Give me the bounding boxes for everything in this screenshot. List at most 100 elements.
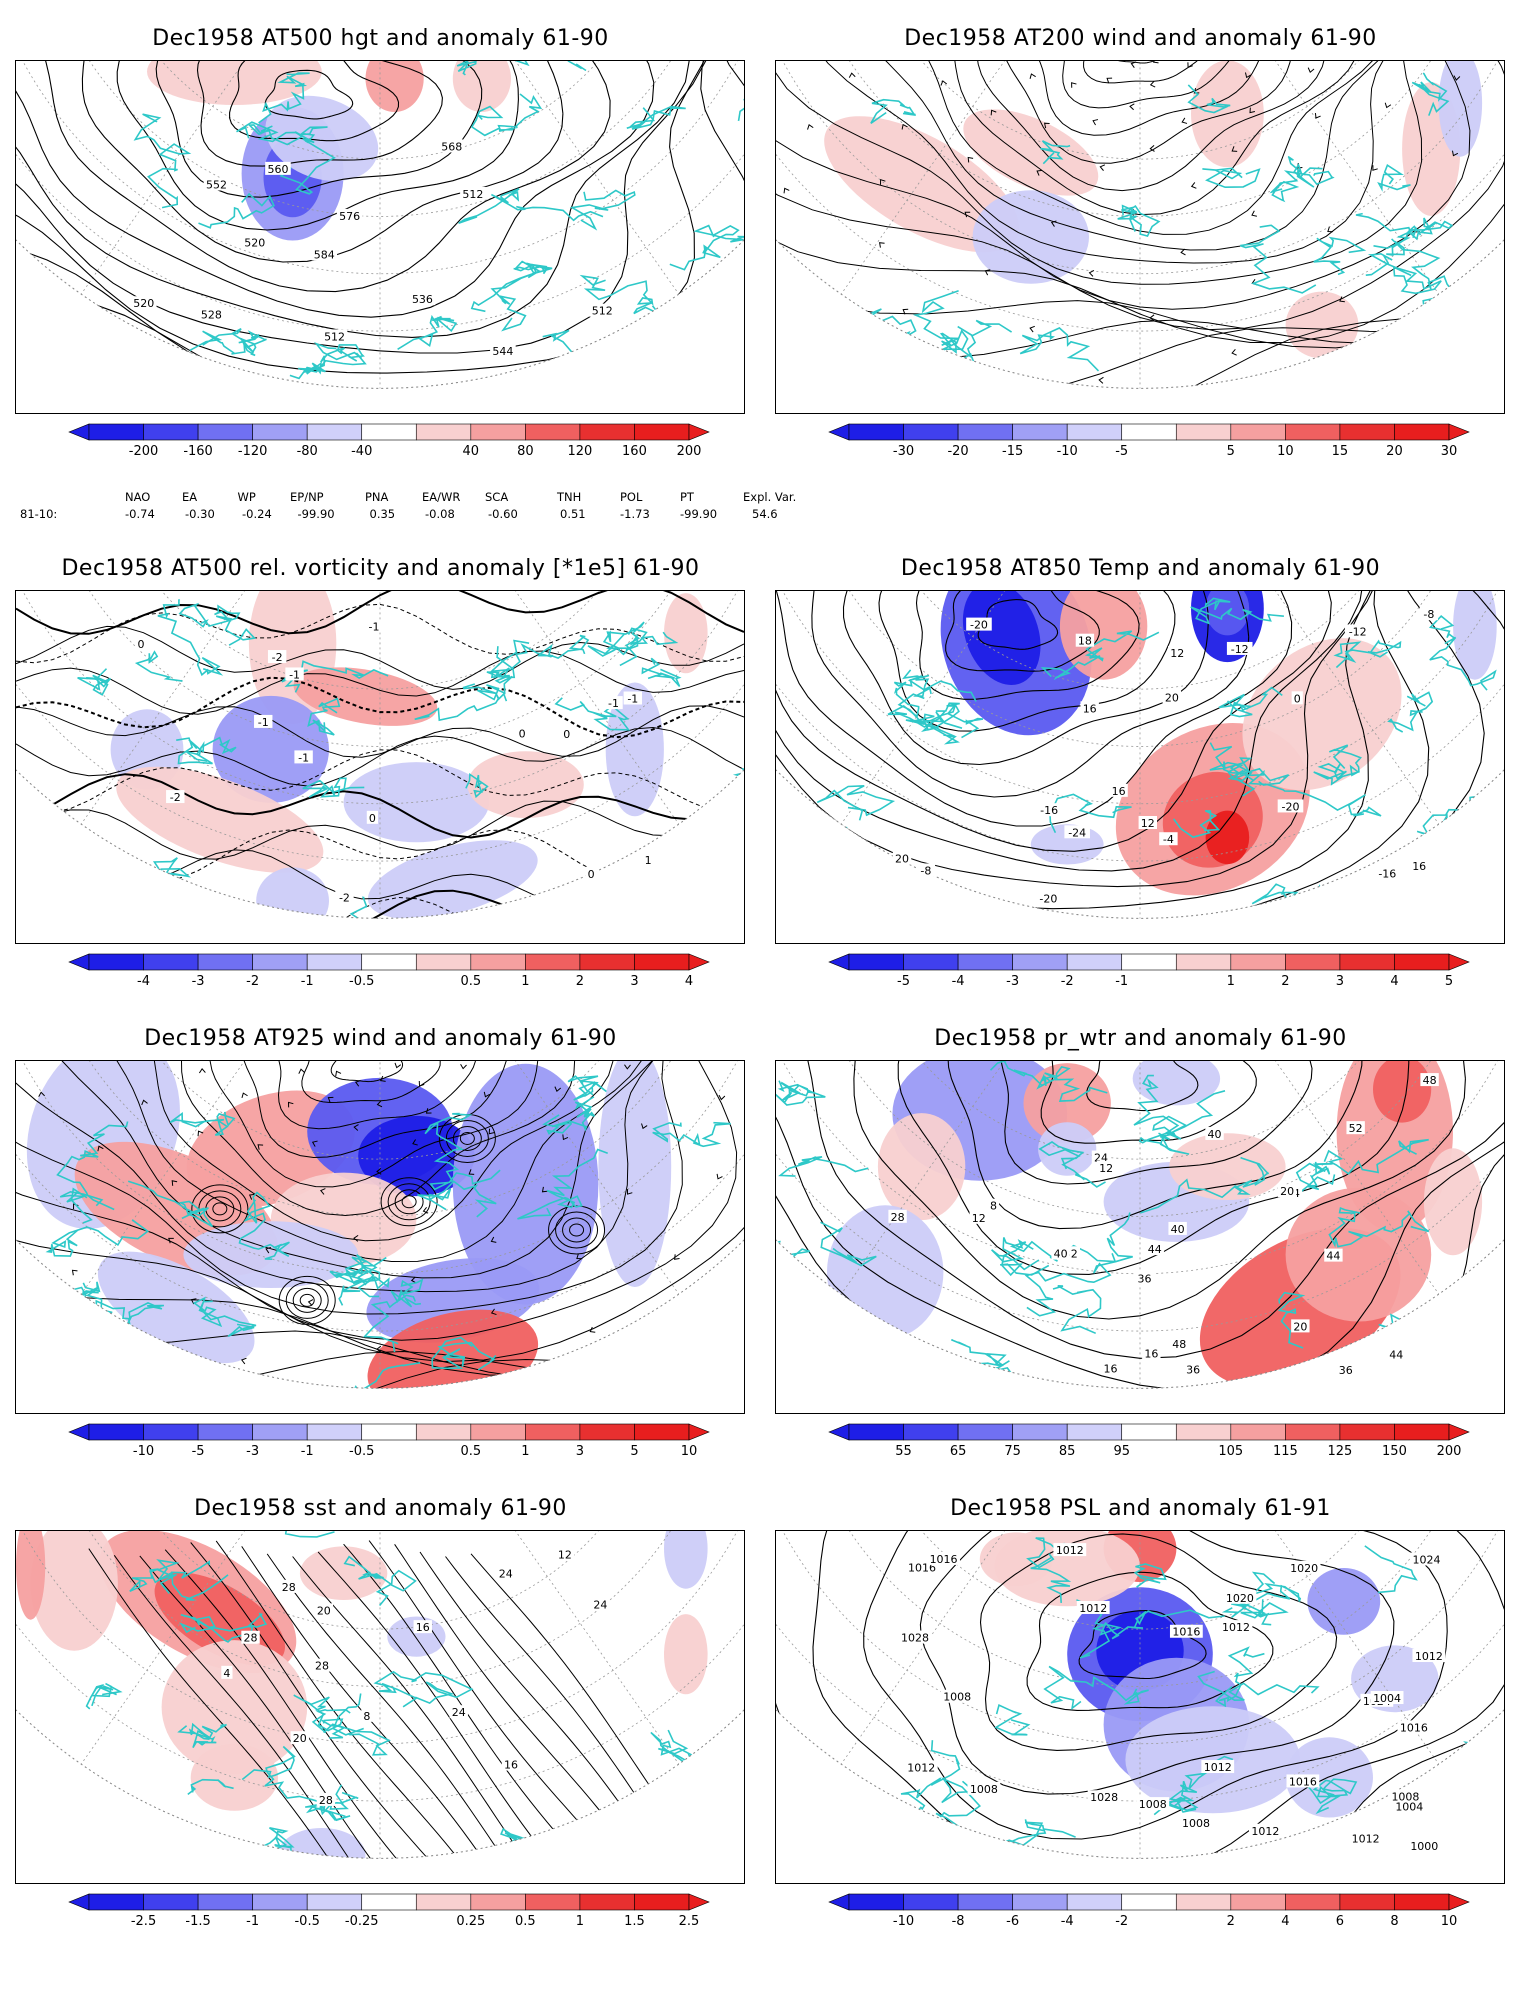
colorbar-tick-label: 0.5 bbox=[460, 974, 481, 989]
contour-line bbox=[999, 1061, 1313, 1185]
colorbar-max-arrow bbox=[688, 953, 710, 971]
anomaly-shade bbox=[16, 1531, 46, 1620]
colorbar-swatch bbox=[197, 953, 253, 971]
colorbar-tick-label: 2 bbox=[1227, 1914, 1235, 1929]
index-header: EA/WR bbox=[422, 490, 461, 504]
wind-arrow bbox=[624, 1064, 631, 1070]
wind-arrow bbox=[376, 1167, 382, 1175]
contour-line bbox=[31, 61, 611, 293]
contour-line bbox=[776, 591, 1293, 827]
index-value: -99.90 bbox=[297, 507, 335, 521]
colorbar-swatch bbox=[361, 1893, 417, 1911]
colorbar: 55 65 75 85 95 105 115 125 150 200 bbox=[828, 1423, 1470, 1464]
contour-line bbox=[939, 61, 1361, 216]
contour-label: 1000 bbox=[1410, 1840, 1438, 1853]
wind-arrow bbox=[626, 1189, 633, 1195]
colorbar-swatch bbox=[634, 953, 690, 971]
anomaly-shade bbox=[1205, 810, 1250, 865]
contour-line bbox=[16, 800, 744, 860]
contour-line bbox=[776, 591, 1395, 910]
contour-line bbox=[1001, 61, 1295, 164]
colorbar-max-arrow bbox=[688, 1423, 710, 1441]
index-header: SCA bbox=[485, 490, 509, 504]
contour-label: -2 bbox=[272, 651, 283, 664]
contour-label: 0 bbox=[369, 812, 376, 825]
colorbar-swatch bbox=[306, 953, 363, 971]
map-panel-wind200: Dec1958 AT200 wind and anomaly 61-90 -30-… bbox=[775, 26, 1506, 496]
polar-map: 1012102410121016102010081004102810001028… bbox=[776, 1531, 1504, 1859]
colorbar-swatch bbox=[1394, 953, 1450, 971]
colorbar-swatch bbox=[252, 953, 308, 971]
colorbar-tick-label: -5 bbox=[897, 974, 910, 989]
contour-label: 1012 bbox=[1352, 1833, 1380, 1846]
colorbar-swatch bbox=[1285, 953, 1341, 971]
anomaly-shade bbox=[147, 61, 322, 106]
colorbar-swatch bbox=[525, 1893, 581, 1911]
anomaly-shade bbox=[1242, 638, 1402, 791]
map-frame: 1012102410121016102010081004102810001028… bbox=[775, 1530, 1505, 1884]
wind-arrow bbox=[1149, 145, 1155, 152]
colorbar-swatch bbox=[470, 1893, 526, 1911]
contour-label: 16 bbox=[504, 1759, 518, 1772]
colorbar-swatch bbox=[415, 423, 472, 441]
colorbar-tick-label: 0.5 bbox=[515, 1914, 536, 1929]
colorbar-tick-label: -0.5 bbox=[349, 974, 374, 989]
contour-label: 52 bbox=[1349, 1122, 1363, 1135]
contour-line bbox=[113, 1555, 370, 1859]
contour-label: -1 bbox=[258, 716, 269, 729]
wind-arrow bbox=[468, 1382, 474, 1389]
wind-arrow bbox=[287, 1101, 294, 1108]
wind-arrow bbox=[410, 1276, 417, 1284]
wind-arrow bbox=[1244, 72, 1252, 79]
index-value: -1.73 bbox=[620, 507, 650, 521]
contour-label: -8 bbox=[920, 864, 931, 877]
wind-arrow bbox=[1453, 75, 1461, 81]
contour-label: 44 bbox=[1326, 1250, 1340, 1263]
colorbar-tick-label: -4 bbox=[137, 974, 150, 989]
contour-line bbox=[16, 726, 744, 787]
colorbar-tick-label: -40 bbox=[351, 444, 372, 459]
contour-label: 36 bbox=[1339, 1364, 1353, 1377]
map-frame bbox=[15, 1060, 745, 1414]
wind-arrow bbox=[783, 187, 790, 194]
colorbar-tick-label: 200 bbox=[677, 444, 702, 459]
wind-arrow bbox=[1152, 61, 1159, 64]
contour-line bbox=[801, 61, 1436, 264]
colorbar-min-arrow bbox=[828, 1423, 850, 1441]
colorbar-swatch bbox=[252, 1423, 308, 1441]
wind-arrow bbox=[241, 1092, 248, 1099]
colorbar-swatch bbox=[143, 423, 199, 441]
wind-arrow bbox=[1036, 169, 1043, 176]
colorbar-tick-label: -80 bbox=[297, 444, 318, 459]
contour-label: 512 bbox=[324, 330, 345, 343]
wind-arrow bbox=[412, 1139, 418, 1146]
contour-line bbox=[975, 61, 1327, 192]
contour-line bbox=[16, 61, 690, 338]
colorbar-tick-label: -3 bbox=[192, 974, 205, 989]
wind-arrow bbox=[488, 1128, 495, 1135]
wind-arrow bbox=[990, 109, 997, 116]
contour-line bbox=[776, 61, 1504, 344]
wind-arrow bbox=[1181, 117, 1188, 124]
wind-arrow bbox=[901, 123, 908, 130]
colorbar-swatch bbox=[1175, 423, 1232, 441]
colorbar-tick-label: -200 bbox=[129, 444, 159, 459]
panel-title: Dec1958 AT850 Temp and anomaly 61-90 bbox=[900, 556, 1381, 581]
contour-line bbox=[811, 591, 1250, 798]
contour-line bbox=[16, 61, 655, 318]
wind-arrow bbox=[257, 1144, 264, 1150]
colorbar: -10 -8 -6 -4 -2 2 4 6 8 10 bbox=[828, 1893, 1470, 1934]
contour-line bbox=[16, 1061, 744, 1363]
colorbar-swatch bbox=[848, 1423, 904, 1441]
wind-arrow bbox=[674, 1254, 680, 1260]
anomaly-shade bbox=[1453, 591, 1497, 680]
contour-label: 20 bbox=[895, 853, 909, 866]
colorbar-swatch bbox=[252, 423, 308, 441]
contour-label: 1016 bbox=[1172, 1626, 1200, 1639]
contour-label: 40 bbox=[1208, 1128, 1222, 1141]
wind-arrow bbox=[806, 336, 813, 343]
colorbar-swatch bbox=[903, 1893, 959, 1911]
contour-label: 24 bbox=[499, 1568, 513, 1581]
polar-map bbox=[16, 1061, 744, 1389]
colorbar-swatch bbox=[1230, 423, 1286, 441]
